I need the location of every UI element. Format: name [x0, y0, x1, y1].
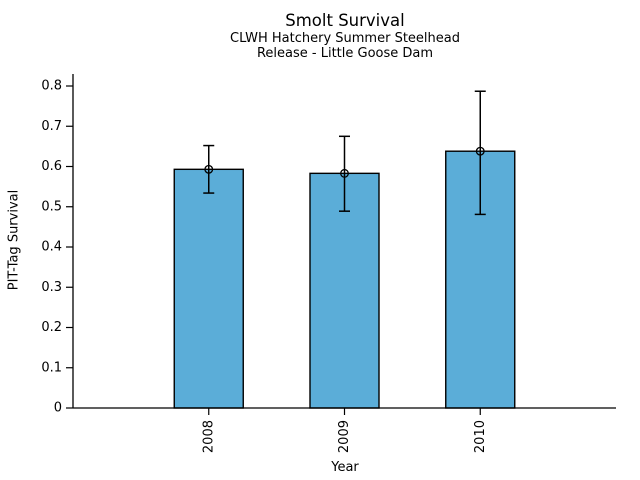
x-tick-label-2010: 2010 — [473, 420, 488, 453]
x-tick-label-2008: 2008 — [201, 420, 216, 453]
chart-title: Smolt Survival — [285, 11, 405, 30]
data-point-marker-2008 — [204, 164, 214, 174]
bar-2009 — [309, 172, 380, 409]
x-tick-label-2009: 2009 — [337, 420, 352, 453]
y-tick-label: 0.2 — [41, 320, 62, 335]
chart-subtitle-line2: Release - Little Goose Dam — [256, 46, 434, 61]
y-tick-label: 0 — [54, 401, 62, 416]
y-tick-label: 0.5 — [41, 199, 62, 214]
y-tick-label: 0.1 — [41, 360, 62, 375]
y-tick-label: 0.8 — [41, 79, 62, 94]
x-axis-label: Year — [331, 460, 359, 475]
y-tick-label: 0.3 — [41, 280, 62, 295]
y-tick-label: 0.7 — [41, 119, 62, 134]
y-tick-label: 0.6 — [41, 159, 62, 174]
data-point-marker-2009 — [340, 168, 349, 178]
y-tick-label: 0.4 — [41, 240, 62, 255]
data-point-marker-2010 — [475, 146, 485, 156]
bar-2008 — [173, 168, 244, 409]
chart-subtitle-line1: CLWH Hatchery Summer Steelhead — [230, 31, 460, 46]
